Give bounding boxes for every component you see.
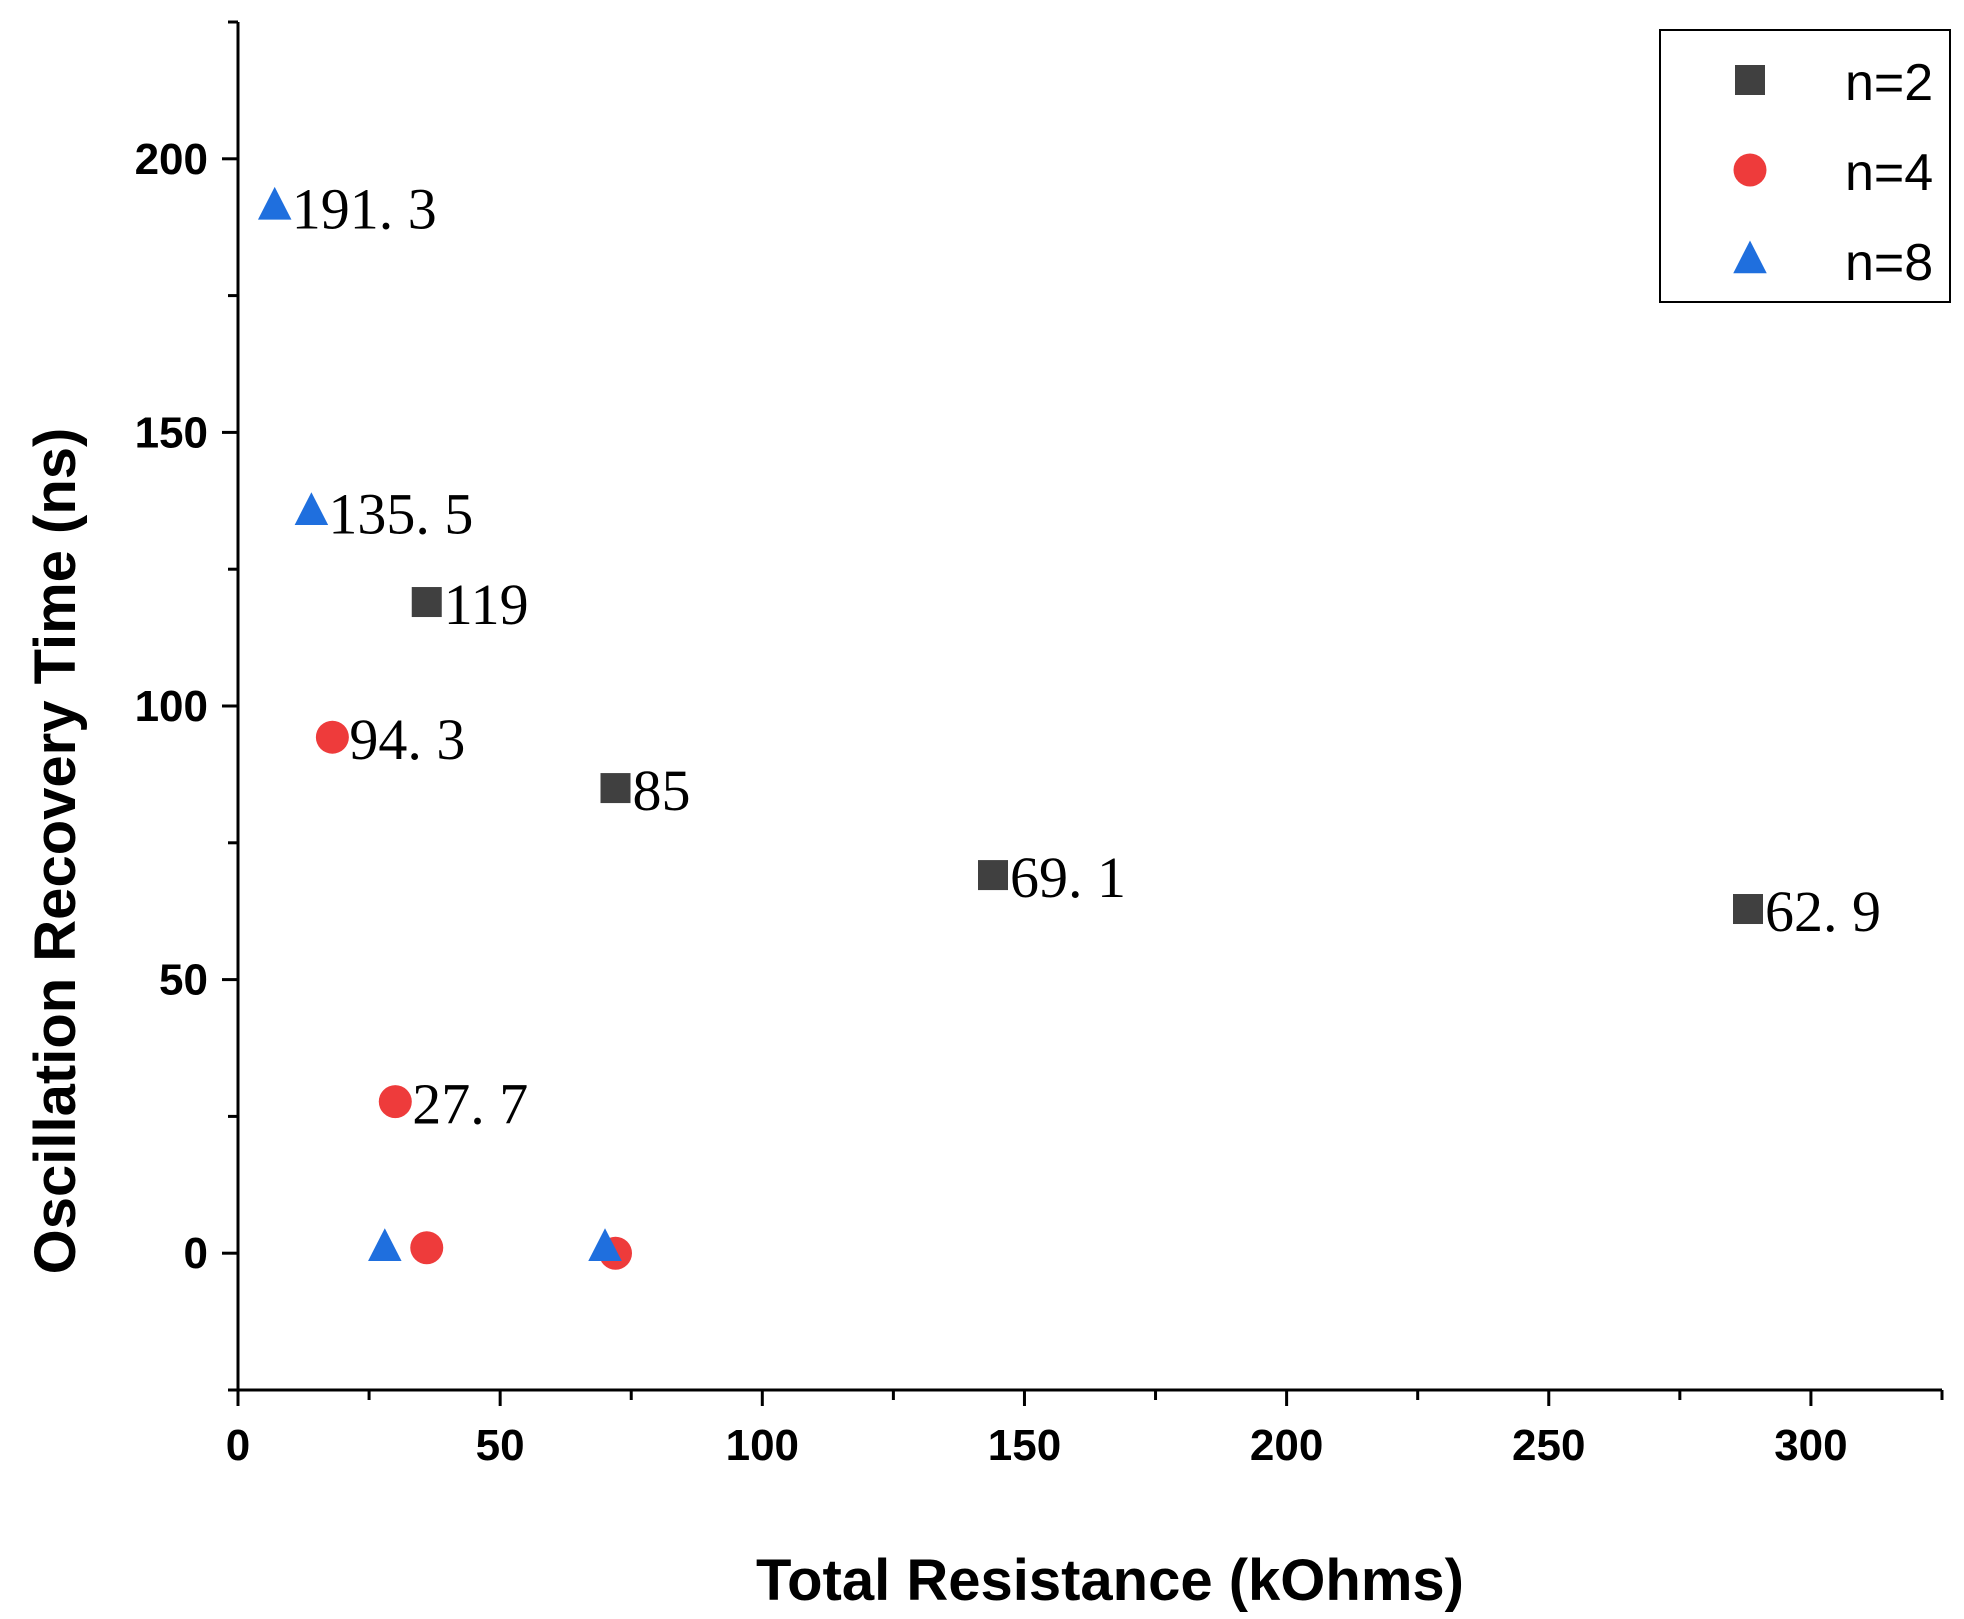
data-point-square [600,773,631,804]
data-label: 191. 3 [292,176,437,241]
legend-box [1659,29,1951,303]
y-axis-title: Oscillation Recovery Time (ns) [23,428,88,1275]
data-label: 135. 5 [328,482,473,547]
x-tick-label: 200 [1250,1421,1323,1470]
data-point-triangle [257,186,292,220]
x-tick-label: 50 [476,1421,525,1470]
data-label: 119 [444,572,529,637]
x-tick-label: 300 [1774,1421,1847,1470]
data-label: 69. 1 [1010,845,1126,910]
data-point-square [978,860,1009,891]
legend-marker-circle [1733,153,1767,187]
legend-label: n=2 [1845,54,1933,112]
data-labels: 119 85 69. 1 62. 9 94. 3 27. 7 191. 3 135. 5 [292,176,1881,1136]
legend-label: n=8 [1845,234,1933,292]
legend: n=2 n=4 n=8 [1659,29,1951,303]
legend-marker-square [1735,65,1765,95]
data-point-triangle [588,1228,622,1261]
x-tick-label: 0 [226,1421,250,1470]
data-label: 62. 9 [1765,879,1881,944]
legend-label: n=4 [1845,144,1933,202]
data-label: 27. 7 [412,1072,528,1137]
data-label: 94. 3 [349,707,465,772]
data-point-square [1733,894,1764,925]
x-tick-label: 100 [726,1421,799,1470]
y-tick-label: 150 [135,408,208,457]
x-axis-title: Total Resistance (kOhms) [756,1548,1464,1613]
x-tick-label: 150 [988,1421,1061,1470]
data-point-circle [410,1231,444,1265]
y-tick-label: 50 [159,956,208,1005]
data-point-circle [378,1085,412,1119]
x-tick-label: 250 [1512,1421,1585,1470]
data-point-triangle [368,1228,402,1261]
y-tick-label: 0 [184,1229,208,1278]
data-label: 85 [633,758,691,823]
y-tick-label: 100 [135,682,208,731]
axis-ticks: 0 50 100 150 200 250 300 0 50 100 150 200 [135,20,1944,1470]
y-tick-label: 200 [135,135,208,184]
data-marks [257,186,1764,1270]
legend-marker-triangle [1733,240,1767,274]
data-point-square [411,587,442,618]
data-point-circle [315,720,349,754]
data-point-triangle [294,492,329,525]
